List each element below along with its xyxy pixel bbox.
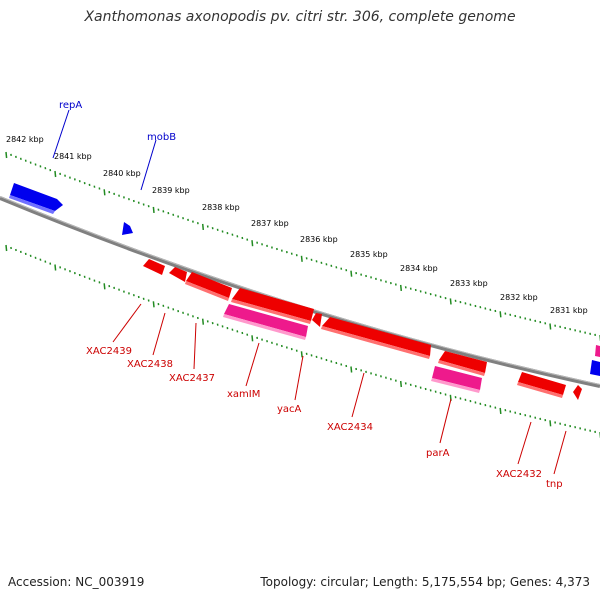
lower-major-tick: [152, 301, 155, 308]
lower-major-tick: [350, 366, 353, 373]
lower-major-tick: [103, 283, 106, 290]
upper-major-tick: [499, 311, 502, 318]
upper-major-tick: [5, 151, 8, 159]
lower-tick-track: [5, 244, 600, 439]
gene-mobB[interactable]: [122, 222, 133, 235]
upper-major-tick: [201, 223, 205, 230]
lower-major-tick: [251, 335, 254, 342]
label-XAC2438[interactable]: XAC2438: [127, 359, 173, 370]
gene-edge-forward[interactable]: [590, 360, 600, 376]
ruler-label: 2833 kbp: [450, 279, 488, 288]
label-XAC2434[interactable]: XAC2434: [327, 422, 373, 433]
upper-major-tick: [399, 284, 403, 291]
ruler-label: 2836 kbp: [300, 235, 338, 244]
gene-tnp[interactable]: [573, 385, 582, 400]
label-yacA[interactable]: yacA: [277, 404, 302, 415]
gene-XAC2439[interactable]: [143, 259, 165, 275]
upper-major-tick: [103, 189, 106, 196]
gene-xamIM[interactable]: [224, 304, 308, 337]
ruler-label: 2832 kbp: [500, 293, 538, 302]
label-repA[interactable]: repA: [59, 100, 82, 111]
ruler-label: 2842 kbp: [6, 135, 44, 144]
upper-major-tick: [54, 170, 57, 178]
gene-yacA[interactable]: [312, 313, 322, 327]
gene-parA[interactable]: [432, 366, 482, 390]
ruler-label: 2840 kbp: [103, 169, 141, 178]
lower-major-tick: [5, 244, 8, 252]
upper-major-tick: [300, 255, 303, 262]
label-xamIM[interactable]: xamIM: [227, 389, 260, 400]
gene-repA[interactable]: [10, 183, 63, 211]
label-XAC2432[interactable]: XAC2432: [496, 469, 542, 480]
gene-XAC2437[interactable]: [186, 272, 232, 298]
label-XAC2439[interactable]: XAC2439: [86, 346, 132, 357]
gene-XAC2432[interactable]: [518, 372, 566, 395]
ruler-label: 2837 kbp: [251, 219, 289, 228]
lower-major-tick: [54, 264, 57, 271]
ruler-label: 2839 kbp: [152, 186, 190, 195]
lower-major-tick: [499, 407, 502, 414]
label-parA[interactable]: parA: [426, 448, 450, 459]
label-tnp[interactable]: tnp: [546, 479, 563, 490]
ruler-label: 2831 kbp: [550, 306, 588, 315]
upper-tick-track: [5, 151, 600, 342]
accession-text: Accession: NC_003919: [8, 575, 145, 589]
gene-XAC2438[interactable]: [169, 267, 187, 282]
gene-XAC2435[interactable]: [232, 288, 314, 321]
genome-backbone: [0, 196, 600, 388]
label-XAC2437[interactable]: XAC2437: [169, 373, 215, 384]
ruler-label: 2841 kbp: [54, 152, 92, 161]
ruler-label: 2835 kbp: [350, 250, 388, 259]
upper-major-tick: [350, 270, 353, 277]
upper-major-tick: [152, 206, 155, 213]
ruler-labels: 2842 kbp 2841 kbp 2840 kbp 2839 kbp 2838 kbp…: [6, 135, 588, 315]
lower-major-tick: [300, 351, 303, 358]
gene-parA-upper[interactable]: [439, 351, 487, 373]
label-mobB[interactable]: mobB: [147, 132, 176, 143]
ruler-label: 2834 kbp: [400, 264, 438, 273]
lower-major-tick: [201, 318, 205, 325]
upper-major-tick: [449, 298, 452, 305]
lower-major-tick: [399, 380, 403, 388]
lower-major-tick: [549, 420, 552, 427]
ruler-label: 2838 kbp: [202, 203, 240, 212]
upper-major-tick: [549, 323, 552, 330]
genome-title: Xanthomonas axonopodis pv. citri str. 30…: [84, 9, 516, 25]
gene-XAC2434[interactable]: [322, 317, 431, 356]
genome-summary-text: Topology: circular; Length: 5,175,554 bp…: [260, 575, 590, 589]
upper-major-tick: [251, 240, 254, 247]
